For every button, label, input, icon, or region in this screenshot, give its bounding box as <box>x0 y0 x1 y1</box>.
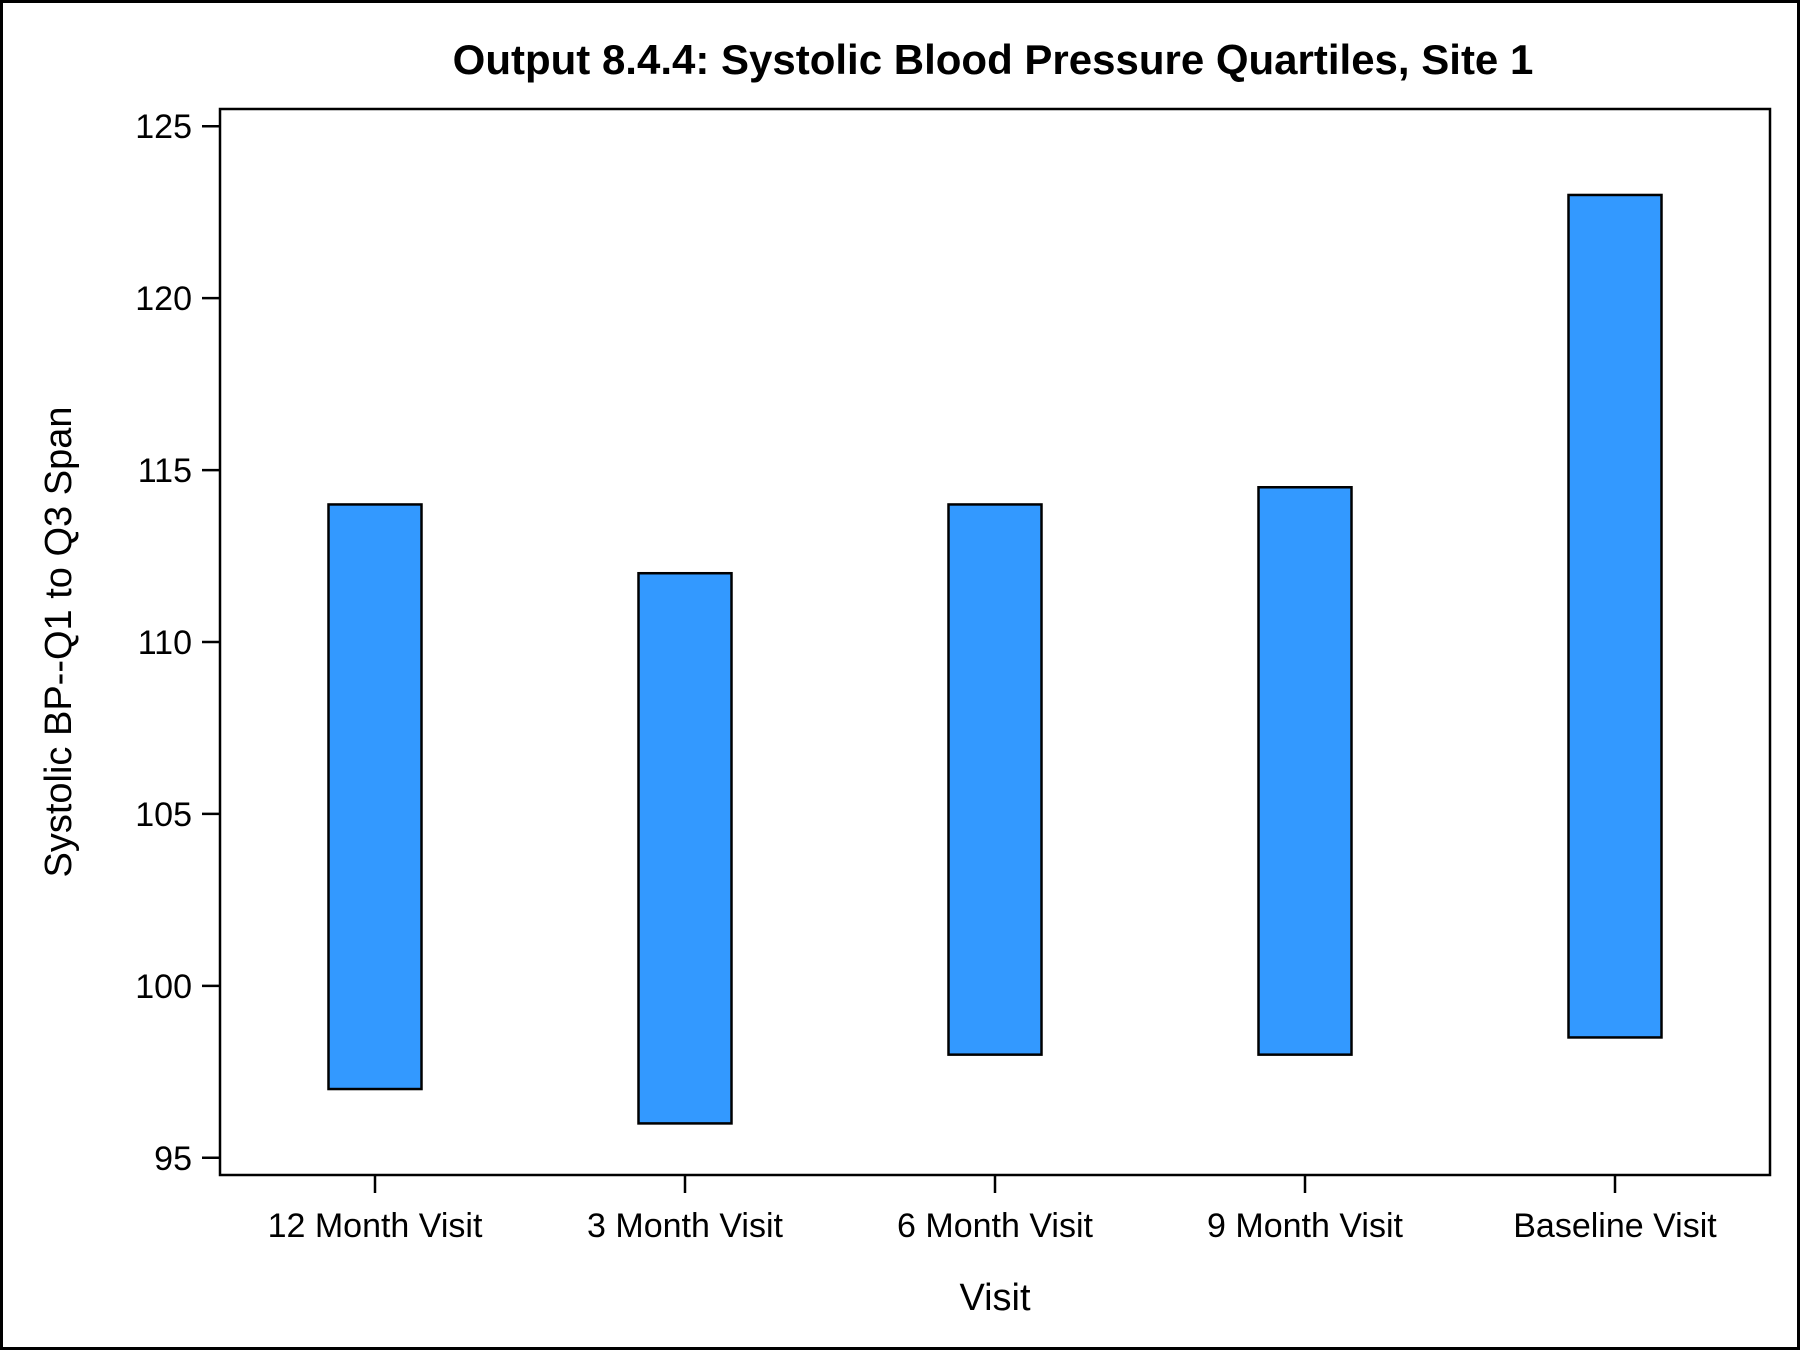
y-tick-label-1: 100 <box>135 968 192 1006</box>
y-tick-label-3: 110 <box>138 624 192 662</box>
x-axis: 12 Month Visit 3 Month Visit 6 Month Visit… <box>268 1175 1717 1245</box>
x-tick-label-0: 12 Month Visit <box>268 1207 483 1245</box>
y-axis-title: Systolic BP--Q1 to Q3 Span <box>38 407 80 878</box>
x-axis-title: Visit <box>959 1277 1031 1319</box>
y-tick-label-6: 125 <box>135 108 192 146</box>
x-tick-label-4: Baseline Visit <box>1513 1207 1717 1245</box>
bar-3 <box>1257 486 1353 1056</box>
y-tick-label-5: 120 <box>135 280 192 318</box>
bar-series <box>327 193 1663 1125</box>
y-axis: 95 100 105 110 115 120 125 <box>135 108 220 1178</box>
y-tick-label-4: 115 <box>138 452 192 490</box>
bar-2 <box>947 503 1043 1056</box>
x-tick-label-3: 9 Month Visit <box>1207 1207 1403 1245</box>
y-tick-label-0: 95 <box>154 1140 192 1178</box>
x-tick-label-2: 6 Month Visit <box>897 1207 1093 1245</box>
x-tick-label-1: 3 Month Visit <box>587 1207 783 1245</box>
bar-0 <box>327 503 423 1091</box>
range-bar-chart: Output 8.4.4: Systolic Blood Pressure Qu… <box>38 36 1772 1319</box>
bar-1 <box>637 571 733 1125</box>
y-tick-label-2: 105 <box>135 796 192 834</box>
bar-4 <box>1567 193 1663 1039</box>
chart-title: Output 8.4.4: Systolic Blood Pressure Qu… <box>453 36 1534 83</box>
